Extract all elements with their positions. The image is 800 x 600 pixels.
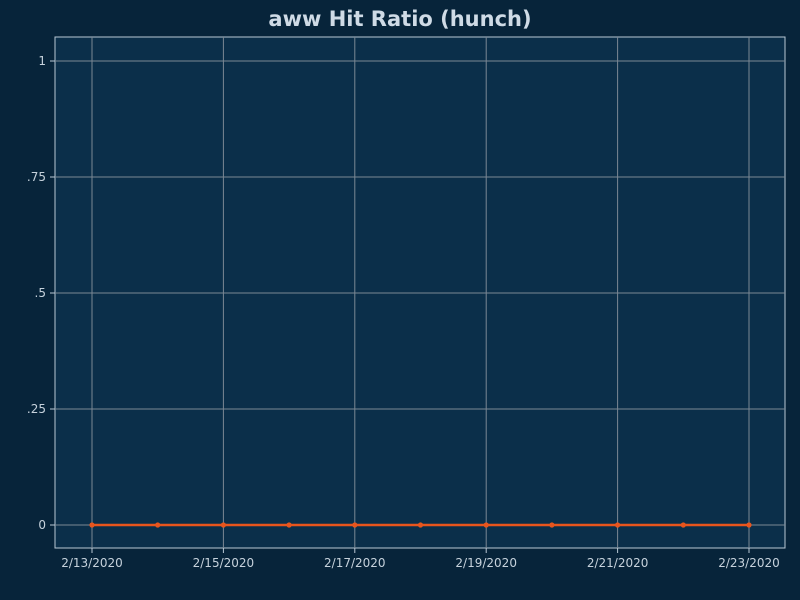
x-tick-label: 2/15/2020 xyxy=(193,556,255,570)
data-point xyxy=(549,522,555,528)
x-tick-label: 2/19/2020 xyxy=(455,556,517,570)
y-gridlines xyxy=(55,60,785,526)
y-tick-label: .5 xyxy=(35,286,46,300)
x-tick-label: 2/23/2020 xyxy=(718,556,780,570)
data-point xyxy=(89,522,95,528)
x-tick-label: 2/17/2020 xyxy=(324,556,386,570)
data-point xyxy=(352,522,358,528)
data-point xyxy=(220,522,226,528)
y-tick-label: 0 xyxy=(38,518,46,532)
x-tick-label: 2/13/2020 xyxy=(61,556,123,570)
y-tick-label: .75 xyxy=(27,170,46,184)
y-tick-label: 1 xyxy=(38,54,46,68)
y-tick-label: .25 xyxy=(27,402,46,416)
x-gridlines xyxy=(91,37,750,548)
data-point xyxy=(746,522,752,528)
data-point xyxy=(483,522,489,528)
data-point xyxy=(286,522,292,528)
y-axis-ticks: 0 .25 .5 .75 1 xyxy=(27,54,55,532)
chart-title: aww Hit Ratio (hunch) xyxy=(268,7,531,31)
data-point xyxy=(615,522,621,528)
x-tick-label: 2/21/2020 xyxy=(587,556,649,570)
data-point xyxy=(417,522,424,528)
data-point xyxy=(155,522,161,528)
x-axis-ticks: 2/13/2020 2/15/2020 2/17/2020 2/19/2020 2/21… xyxy=(61,548,780,570)
series-layer xyxy=(89,522,752,528)
data-point xyxy=(680,522,686,528)
